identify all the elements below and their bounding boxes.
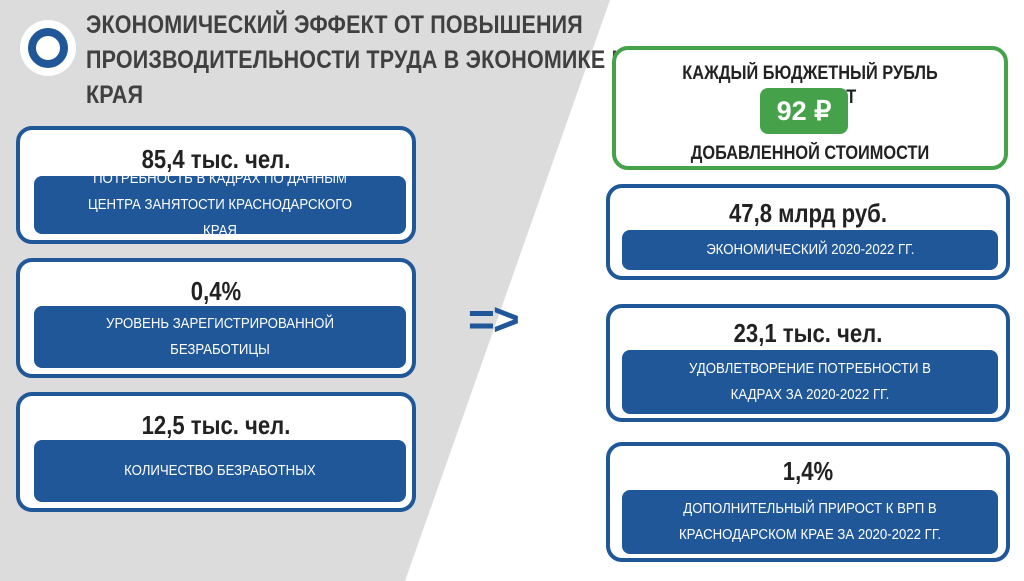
card-label: Уровень зарегистрированной безработицы <box>34 306 406 368</box>
budget-ruble-highlight: Каждый бюджетный рубль приносит 92 ₽ доб… <box>612 46 1008 170</box>
card-value: 47,8 млрд руб. <box>729 198 887 228</box>
card-unemployment-rate: 0,4% Уровень зарегистрированной безработ… <box>16 258 416 378</box>
card-unemployed-count: 12,5 тыс. чел. Количество безработных <box>16 392 416 512</box>
card-label-text: Дополнительный прирост к ВРП в Краснодар… <box>678 500 942 543</box>
card-label: Удовлетворение потребности в кадрах за 2… <box>622 350 998 414</box>
ruble-value-badge: 92 ₽ <box>760 88 848 134</box>
card-label-text: Количество безработных <box>124 462 316 479</box>
card-label-text: Потребность в кадрах по данным центра за… <box>87 170 353 239</box>
circle-logo-icon <box>20 20 76 76</box>
card-label: Количество безработных <box>34 440 406 502</box>
card-value: 12,5 тыс. чел. <box>141 410 291 440</box>
card-staff-satisfied: 23,1 тыс. чел. Удовлетворение потребност… <box>606 304 1010 422</box>
card-grp-growth: 1,4% Дополнительный прирост к ВРП в Крас… <box>606 442 1010 562</box>
highlight-bottom-text: добавленной стоимости <box>690 143 930 164</box>
card-value: 85,4 тыс. чел. <box>141 144 291 174</box>
card-label-text: Уровень зарегистрированной безработицы <box>106 315 334 358</box>
card-value: 0,4% <box>190 276 242 306</box>
card-label: Экономический 2020-2022 гг. <box>622 230 998 270</box>
card-economic-effect: 47,8 млрд руб. Экономический 2020-2022 г… <box>606 184 1010 280</box>
card-value: 1,4% <box>782 456 834 486</box>
card-label: Дополнительный прирост к ВРП в Краснодар… <box>622 490 998 554</box>
card-value: 23,1 тыс. чел. <box>733 318 883 348</box>
result-arrow: => <box>468 293 520 345</box>
card-label-text: Удовлетворение потребности в кадрах за 2… <box>689 360 931 403</box>
card-label: Потребность в кадрах по данным центра за… <box>34 170 406 239</box>
card-label-text: Экономический 2020-2022 гг. <box>705 241 915 258</box>
card-staff-demand: 85,4 тыс. чел. Потребность в кадрах по д… <box>16 126 416 244</box>
